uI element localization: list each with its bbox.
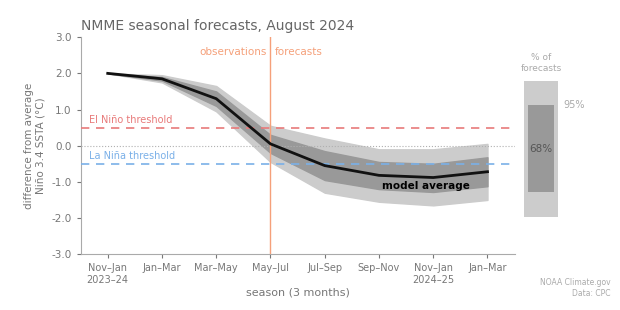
X-axis label: season (3 months): season (3 months) [246,288,350,298]
Text: 68%: 68% [529,144,552,154]
Text: model average: model average [382,181,469,191]
Text: forecasts: forecasts [274,47,322,57]
Text: La Niña threshold: La Niña threshold [89,151,175,161]
Text: % of
forecasts: % of forecasts [520,53,562,73]
Text: 95%: 95% [563,100,585,110]
Text: El Niño threshold: El Niño threshold [89,115,172,125]
Text: NOAA Climate.gov
Data: CPC: NOAA Climate.gov Data: CPC [540,278,611,298]
Text: NMME seasonal forecasts, August 2024: NMME seasonal forecasts, August 2024 [81,19,354,33]
Text: observations: observations [199,47,267,57]
Y-axis label: difference from average
Niño 3.4 SSTA (°C): difference from average Niño 3.4 SSTA (°… [24,82,46,209]
